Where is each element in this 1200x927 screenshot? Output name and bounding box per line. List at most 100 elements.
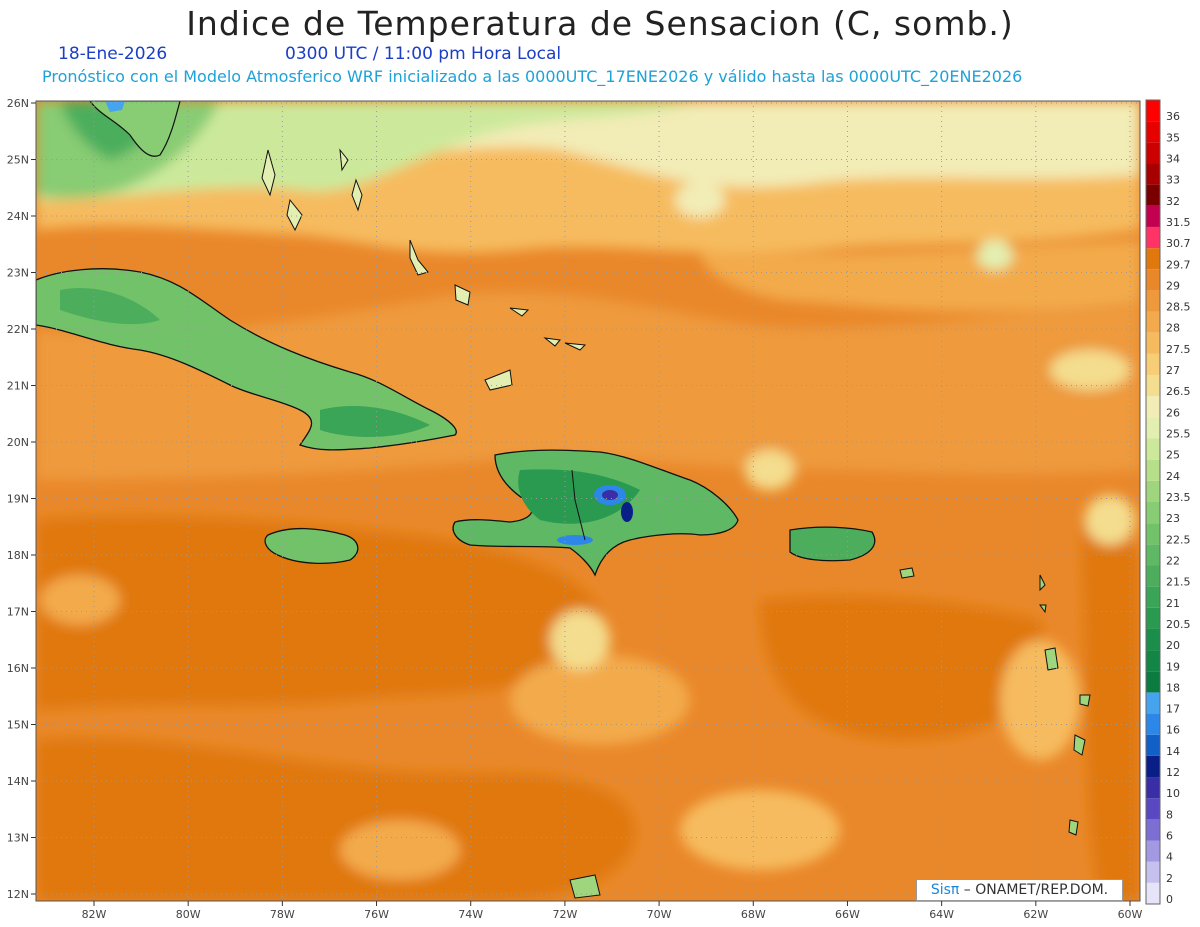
lat-label-16N: 16N [7,662,29,675]
lon-label-82W: 82W [82,908,107,921]
legend-swatch-30.7 [1146,226,1160,249]
legend-swatch-21 [1146,586,1160,608]
forecast-time: 0300 UTC / 11:00 pm Hora Local [285,44,562,64]
lat-label-19N: 19N [7,493,29,506]
legend-swatch-20.5 [1146,607,1160,629]
legend-label-27: 27 [1166,364,1180,377]
legend-label-2: 2 [1166,872,1173,885]
legend-label-8: 8 [1166,808,1173,821]
legend-label-21: 21 [1166,597,1180,610]
legend-label-17: 17 [1166,703,1180,716]
legend-swatch-2 [1146,861,1160,883]
lat-label-20N: 20N [7,436,29,449]
legend-swatch-0 [1146,882,1160,904]
legend-swatch-20 [1146,628,1160,651]
legend-swatch-32 [1146,184,1160,206]
sispi-logo: Sisπ [930,882,960,898]
lon-label-66W: 66W [835,908,860,921]
legend-label-27.5: 27.5 [1166,343,1191,356]
legend-label-16: 16 [1166,724,1180,737]
lat-label-26N: 26N [7,97,29,110]
legend-swatch-34 [1146,142,1160,164]
lat-label-22N: 22N [7,323,29,336]
legend-label-28.5: 28.5 [1166,301,1191,314]
legend-label-22: 22 [1166,554,1180,567]
legend-swatch-36 [1146,100,1160,122]
lat-label-13N: 13N [7,832,29,845]
legend-label-28: 28 [1166,322,1180,335]
legend-label-0: 0 [1166,893,1173,906]
legend-swatch-28 [1146,311,1160,333]
lesser-antilles [569,567,1091,899]
legend-label-4: 4 [1166,851,1173,864]
legend-label-24: 24 [1166,470,1180,483]
temperature-field [36,101,1140,901]
lat-label-15N: 15N [7,719,29,732]
lake-okeechobee [105,101,125,112]
lon-label-60W: 60W [1118,908,1143,921]
model-info: Pronóstico con el Modelo Atmosferico WRF… [42,67,1023,86]
lon-label-70W: 70W [647,908,672,921]
legend-label-18: 18 [1166,681,1180,694]
legend-swatch-25.5 [1146,417,1160,439]
legend-swatch-22.5 [1146,523,1160,545]
legend-swatch-26 [1146,396,1160,418]
florida [89,101,181,157]
legend-swatch-26.5 [1146,375,1160,397]
legend-label-32: 32 [1166,195,1180,208]
legend-swatch-19 [1146,650,1160,672]
lat-label-21N: 21N [7,380,29,393]
legend-swatch-18 [1146,671,1160,693]
legend-label-34: 34 [1166,152,1180,165]
forecast-date: 18-Ene-2026 [58,44,168,64]
credit-text: – ONAMET/REP.DOM. [959,882,1109,898]
legend-swatch-27 [1146,353,1160,376]
lon-label-78W: 78W [270,908,295,921]
legend-swatch-22 [1146,544,1160,566]
puerto-rico [789,526,876,562]
legend-label-19: 19 [1166,660,1180,673]
lat-label-14N: 14N [7,775,29,788]
jamaica [264,527,359,565]
legend-swatch-29.7 [1146,248,1160,270]
legend-swatch-12 [1146,755,1160,778]
lat-label-12N: 12N [7,888,29,901]
legend-label-23: 23 [1166,512,1180,525]
legend-swatch-23.5 [1146,480,1160,502]
lat-label-18N: 18N [7,549,29,562]
legend-swatch-24 [1146,459,1160,481]
longitude-labels: 82W 80W 78W 76W 74W 72W 70W 68W 66W 64W 62W 60W [82,901,1143,921]
legend-label-21.5: 21.5 [1166,576,1191,589]
map-title: Indice de Temperatura de Sensacion (C, s… [186,4,1014,43]
lon-label-62W: 62W [1023,908,1048,921]
legend-swatch-28.5 [1146,290,1160,312]
lat-label-24N: 24N [7,210,29,223]
legend-swatch-4 [1146,840,1160,862]
legend-swatch-17 [1146,692,1160,714]
legend-label-12: 12 [1166,766,1180,779]
legend-label-31.5: 31.5 [1166,216,1191,229]
legend-swatch-33 [1146,163,1160,185]
legend-label-33: 33 [1166,174,1180,187]
latitude-labels: 26N 25N 24N 23N 22N 21N 20N 19N 18N 17N 16N 15N 14N 1… [7,97,36,901]
legend-swatch-29 [1146,269,1160,291]
map-frame [35,100,1141,902]
legend-label-36: 36 [1166,110,1180,123]
credit-box: Sisπ – ONAMET/REP.DOM. [916,879,1123,901]
legend-label-35: 35 [1166,131,1180,144]
color-legend: 363534333231.530.729.72928.52827.52726.5… [1145,99,1191,906]
legend-swatch-27.5 [1146,332,1160,354]
lon-label-72W: 72W [552,908,577,921]
legend-label-30.7: 30.7 [1166,237,1191,250]
lon-label-76W: 76W [364,908,389,921]
legend-swatch-31.5 [1146,205,1160,227]
lon-label-74W: 74W [458,908,483,921]
legend-label-26.5: 26.5 [1166,385,1191,398]
lat-label-23N: 23N [7,267,29,280]
legend-swatch-23 [1146,502,1160,524]
legend-label-20: 20 [1166,639,1180,652]
legend-label-20.5: 20.5 [1166,618,1191,631]
legend-label-25: 25 [1166,449,1180,462]
lon-label-80W: 80W [176,908,201,921]
